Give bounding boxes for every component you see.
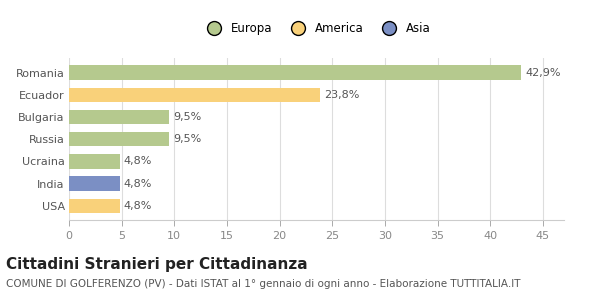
Text: COMUNE DI GOLFERENZO (PV) - Dati ISTAT al 1° gennaio di ogni anno - Elaborazione: COMUNE DI GOLFERENZO (PV) - Dati ISTAT a… [6, 279, 521, 289]
Legend: Europa, America, Asia: Europa, America, Asia [199, 19, 434, 39]
Text: 23,8%: 23,8% [324, 90, 359, 100]
Bar [69, 88, 320, 102]
Bar [69, 199, 119, 213]
Text: 4,8%: 4,8% [124, 156, 152, 166]
Text: 4,8%: 4,8% [124, 179, 152, 188]
Text: 42,9%: 42,9% [525, 68, 560, 78]
Bar [69, 154, 119, 168]
Bar [69, 110, 169, 124]
Bar [69, 132, 169, 146]
Bar [69, 65, 521, 80]
Text: Cittadini Stranieri per Cittadinanza: Cittadini Stranieri per Cittadinanza [6, 257, 308, 272]
Text: 4,8%: 4,8% [124, 201, 152, 211]
Text: 9,5%: 9,5% [173, 112, 202, 122]
Bar [69, 176, 119, 191]
Text: 9,5%: 9,5% [173, 134, 202, 144]
